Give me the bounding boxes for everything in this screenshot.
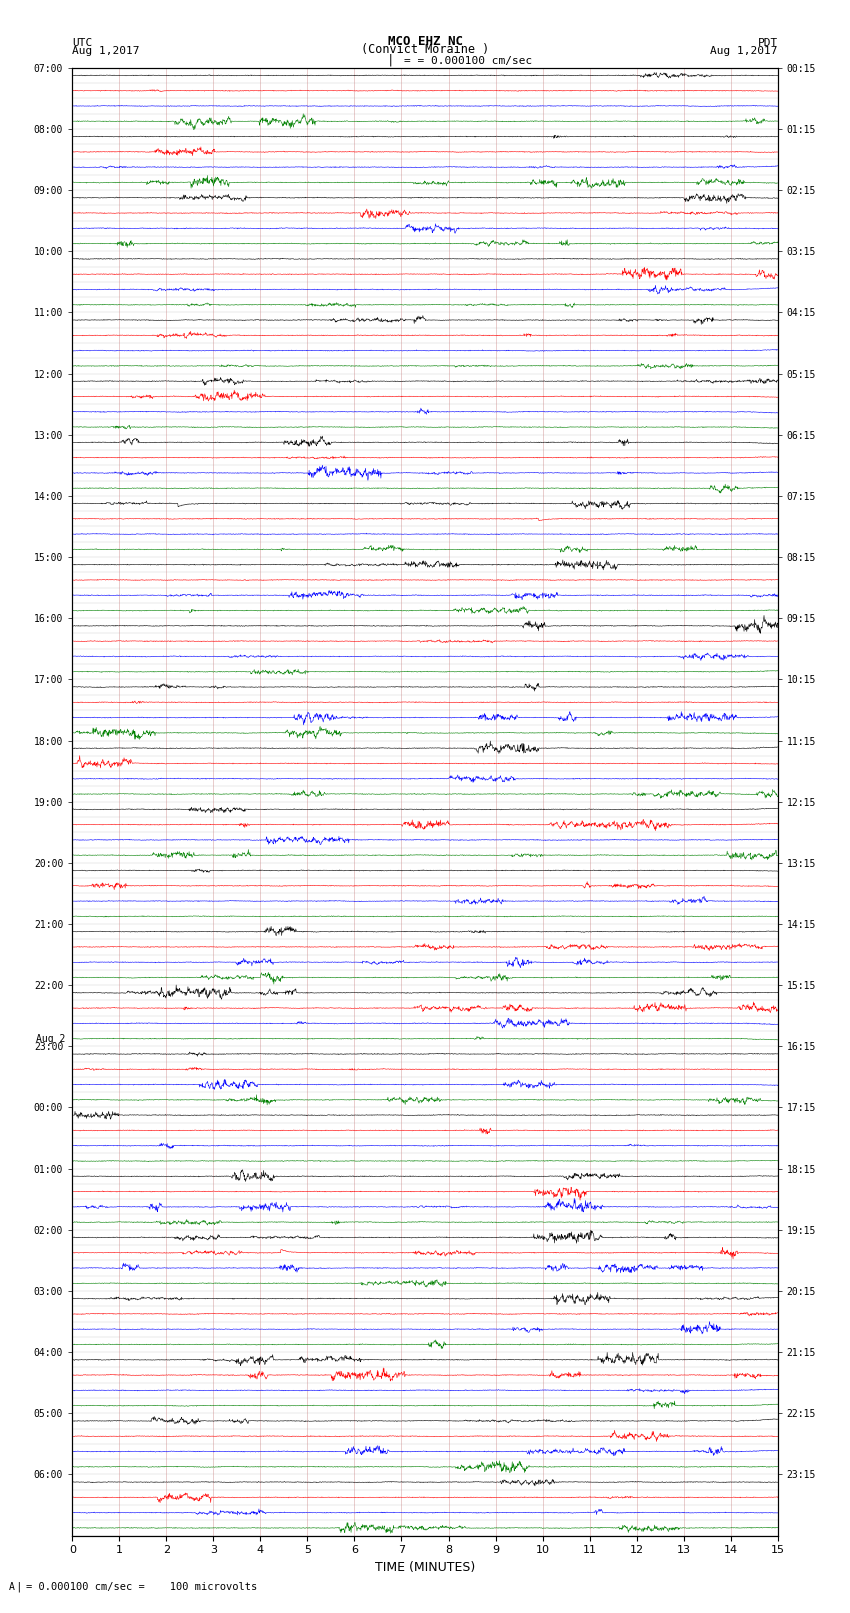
Text: = = 0.000100 cm/sec: = = 0.000100 cm/sec xyxy=(404,56,532,66)
Text: PDT: PDT xyxy=(757,39,778,48)
Text: = 0.000100 cm/sec =    100 microvolts: = 0.000100 cm/sec = 100 microvolts xyxy=(26,1582,257,1592)
Text: |: | xyxy=(15,1582,22,1592)
Text: Aug 2: Aug 2 xyxy=(36,1034,65,1044)
Text: A: A xyxy=(8,1582,14,1592)
Text: Aug 1,2017: Aug 1,2017 xyxy=(711,47,778,56)
Text: Aug 1,2017: Aug 1,2017 xyxy=(72,47,139,56)
X-axis label: TIME (MINUTES): TIME (MINUTES) xyxy=(375,1561,475,1574)
Text: (Convict Moraine ): (Convict Moraine ) xyxy=(361,44,489,56)
Text: UTC: UTC xyxy=(72,39,93,48)
Text: MCO EHZ NC: MCO EHZ NC xyxy=(388,35,462,48)
Text: |: | xyxy=(388,53,394,66)
